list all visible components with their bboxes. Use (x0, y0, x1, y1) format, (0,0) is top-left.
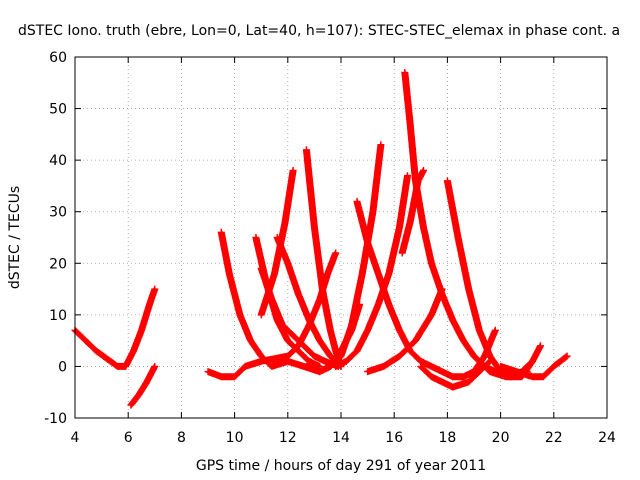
series-23 (497, 352, 571, 381)
x-tick-label: 20 (492, 430, 510, 446)
data-marks (71, 69, 571, 409)
series-19 (398, 167, 427, 257)
series-23-markers (497, 352, 571, 381)
x-tick-label: 6 (124, 430, 133, 446)
series-17 (364, 285, 446, 376)
series-1-markers (71, 326, 129, 370)
y-tick-label: 30 (49, 205, 67, 221)
x-tick-label: 4 (71, 430, 80, 446)
series-12-markers (302, 146, 345, 370)
x-tick-label: 14 (332, 430, 350, 446)
series-10 (273, 234, 345, 370)
x-tick-label: 8 (177, 430, 186, 446)
y-tick-label: 20 (49, 256, 67, 272)
series-11-markers (257, 167, 297, 319)
series-17-markers (364, 285, 446, 376)
y-tick-label: 40 (49, 153, 67, 169)
y-tick-label: 50 (49, 102, 67, 118)
y-tick-label: -10 (44, 411, 67, 427)
series-1 (71, 326, 129, 370)
series-4-markers (204, 362, 249, 381)
y-axis-label: dSTEC / TECUs (7, 186, 23, 289)
series-4 (204, 362, 249, 381)
x-tick-label: 24 (598, 430, 616, 446)
series-3-markers (127, 362, 159, 409)
x-tick-label: 22 (545, 430, 563, 446)
series-12 (302, 146, 345, 370)
x-tick-label: 16 (385, 430, 403, 446)
series-2-markers (122, 285, 159, 370)
x-tick-label: 12 (279, 430, 297, 446)
series-21 (443, 177, 536, 381)
x-tick-label: 18 (438, 430, 456, 446)
series-21-markers (443, 177, 536, 381)
series-19-markers (398, 167, 427, 257)
y-tick-label: 60 (49, 50, 67, 66)
axis-ticks: 4 6 8 10 12 14 16 18 20 22 24 -10 0 10 20 30 40 50 60 (44, 50, 616, 446)
chart-title: dSTEC Iono. truth (ebre, Lon=0, Lat=40, … (18, 23, 620, 39)
series-11 (257, 167, 297, 319)
x-tick-label: 10 (226, 430, 244, 446)
y-tick-label: 10 (49, 308, 67, 324)
series-10-markers (273, 234, 345, 370)
x-axis-label: GPS time / hours of day 291 of year 2011 (196, 458, 486, 474)
y-tick-label: 0 (58, 359, 67, 375)
series-3 (127, 362, 159, 409)
series-2 (122, 285, 159, 370)
